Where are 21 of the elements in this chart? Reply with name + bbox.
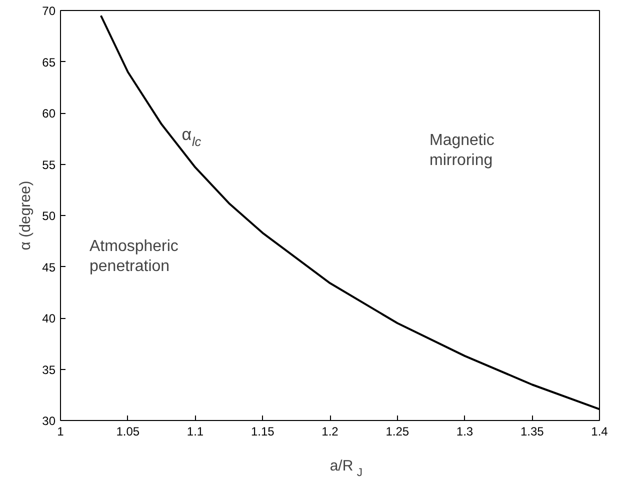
x-tick-label: 1.15 [250,424,275,438]
y-tick-label: 45 [42,260,56,274]
x-tick-label: 1.05 [116,424,140,438]
y-axis-title: α (degree) [17,180,34,250]
x-tick-label: 1.3 [456,424,474,438]
y-tick-label: 40 [42,312,56,326]
x-tick-label: 1.2 [322,424,339,438]
y-tick-label: 55 [42,158,56,172]
y-tick-label: 30 [42,414,56,428]
x-tick-label: 1.35 [520,424,544,438]
y-tick-label: 50 [42,209,56,223]
y-tick-label: 60 [42,106,56,120]
y-tick-label: 65 [42,55,56,70]
x-tick-label: 1.1 [186,424,204,438]
y-tick-label: 70 [42,4,56,18]
x-tick-label: 1.25 [386,424,410,438]
annotation: Magnetic mirroring [430,132,494,170]
x-tick-label: 1 [57,424,64,438]
y-tick-label: 35 [42,362,56,377]
annotation: Atmospheric penetration [90,238,178,276]
x-tick-label: 1.4 [591,424,608,438]
